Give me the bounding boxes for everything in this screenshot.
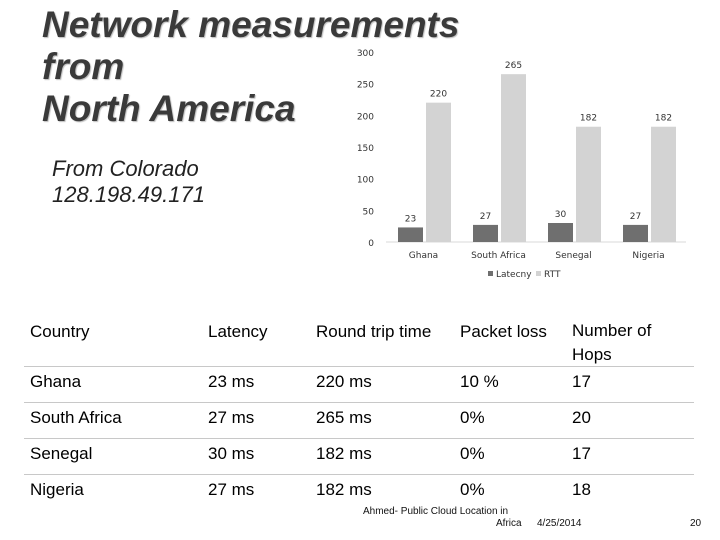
- footer-source-line-1: Ahmed- Public Cloud Location in: [363, 506, 509, 517]
- data-label: 265: [505, 61, 522, 71]
- header-rtt: Round trip time: [316, 322, 432, 341]
- row-divider: [24, 402, 694, 403]
- legend-label: RTT: [544, 270, 561, 280]
- header-packet-loss: Packet loss: [460, 322, 547, 341]
- bar-rtt: [576, 126, 601, 242]
- title-line-3: North America: [42, 88, 296, 129]
- cell-rtt: 182 ms: [316, 444, 372, 463]
- cell-hops: 17: [572, 372, 591, 391]
- cell-country: South Africa: [30, 408, 122, 427]
- row-divider: [24, 366, 694, 367]
- cell-rtt: 182 ms: [316, 480, 372, 499]
- legend-label: Latecny: [496, 270, 532, 280]
- cell-rtt: 220 ms: [316, 372, 372, 391]
- y-tick-label: 300: [357, 49, 374, 59]
- origin-label: From Colorado 128.198.49.171: [52, 156, 205, 208]
- cell-country: Senegal: [30, 444, 93, 463]
- y-tick-label: 150: [357, 144, 374, 154]
- cell-country: Nigeria: [30, 480, 84, 499]
- cell-packet-loss: 10 %: [460, 372, 499, 391]
- header-country: Country: [30, 322, 90, 341]
- footer-date: 4/25/2014: [537, 518, 582, 529]
- chart-canvas: 0 50 100 150 200 250 300 23 220 Ghana 27 265 South A…: [357, 49, 686, 280]
- data-label: 220: [430, 90, 447, 100]
- origin-location: From Colorado: [52, 156, 199, 181]
- data-label: 182: [655, 114, 672, 124]
- bar-rtt: [501, 74, 526, 242]
- cell-latency: 30 ms: [208, 444, 255, 463]
- y-tick-label: 100: [357, 176, 374, 186]
- bar-rtt: [651, 126, 676, 242]
- bar-rtt: [426, 102, 451, 242]
- bar-latency: [398, 227, 423, 242]
- cell-hops: 17: [572, 444, 591, 463]
- footer-source-line-2: Africa: [496, 518, 522, 529]
- footer-page-number: 20: [690, 518, 702, 529]
- cell-country: Ghana: [30, 372, 82, 391]
- cell-latency: 27 ms: [208, 408, 255, 427]
- bar-latency: [548, 223, 573, 242]
- title-line-1: Network measurements: [42, 4, 460, 45]
- data-label: 27: [630, 212, 641, 222]
- header-hops: Number of Hops: [572, 321, 652, 364]
- cell-packet-loss: 0%: [460, 408, 485, 427]
- cell-hops: 18: [572, 480, 591, 499]
- cell-packet-loss: 0%: [460, 480, 485, 499]
- legend-swatch: [536, 271, 541, 276]
- y-tick-label: 250: [357, 81, 374, 91]
- row-divider: [24, 474, 694, 475]
- row-divider: [24, 438, 694, 439]
- cell-latency: 23 ms: [208, 372, 255, 391]
- data-label: 30: [555, 210, 567, 220]
- cell-packet-loss: 0%: [460, 444, 485, 463]
- data-label: 23: [405, 214, 416, 224]
- x-category-label: Nigeria: [632, 251, 664, 261]
- x-category-label: South Africa: [471, 251, 526, 261]
- data-label: 27: [480, 212, 491, 222]
- legend-swatch: [488, 271, 493, 276]
- bar-chart: 0 50 100 150 200 250 300 23 220 Ghana 27 265 South A…: [330, 40, 700, 295]
- y-tick-label: 50: [363, 207, 375, 217]
- title-line-2: from: [42, 46, 125, 87]
- origin-ip: 128.198.49.171: [52, 182, 205, 207]
- y-tick-label: 0: [368, 239, 374, 249]
- bar-latency: [623, 224, 648, 242]
- data-label: 182: [580, 114, 597, 124]
- cell-rtt: 265 ms: [316, 408, 372, 427]
- bar-latency: [473, 224, 498, 242]
- cell-hops: 20: [572, 408, 591, 427]
- y-tick-label: 200: [357, 112, 374, 122]
- page-title: Network measurements from North America: [42, 4, 459, 130]
- x-category-label: Senegal: [555, 251, 591, 261]
- cell-latency: 27 ms: [208, 480, 255, 499]
- x-category-label: Ghana: [409, 251, 438, 261]
- header-latency: Latency: [208, 322, 268, 341]
